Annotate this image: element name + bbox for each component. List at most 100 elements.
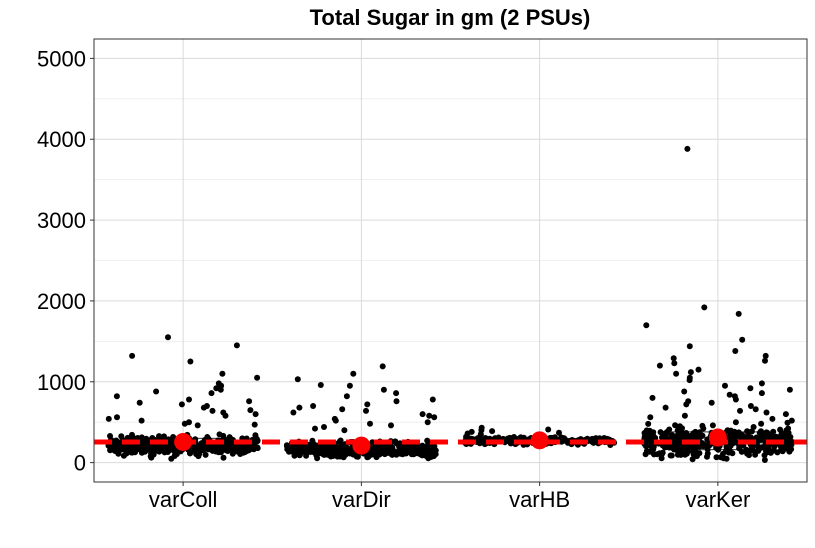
data-point [344, 449, 351, 456]
data-point [152, 445, 159, 451]
data-point [253, 435, 260, 442]
data-point [415, 444, 422, 451]
data-point [162, 447, 168, 453]
outlier-point [750, 424, 757, 430]
data-point [317, 447, 324, 454]
data-point [731, 432, 738, 439]
data-point [713, 454, 720, 461]
data-point [328, 443, 335, 450]
data-point [479, 437, 486, 443]
data-point [560, 435, 567, 442]
outlier-point [209, 407, 216, 414]
data-point [113, 447, 120, 454]
data-point [495, 434, 502, 441]
data-point [167, 437, 174, 444]
outlier-point [684, 145, 691, 152]
outlier-point [708, 399, 715, 406]
outlier-point [388, 422, 394, 429]
points-layer [105, 145, 795, 463]
data-point [201, 440, 208, 447]
data-point [220, 454, 227, 461]
data-point [589, 437, 596, 444]
data-point [194, 444, 201, 451]
data-point [781, 445, 788, 452]
data-point [118, 446, 125, 453]
data-point [659, 449, 666, 456]
data-point [762, 443, 769, 450]
outlier-point [545, 426, 552, 433]
data-point [187, 450, 194, 457]
data-point [202, 451, 209, 458]
data-point [744, 450, 751, 457]
outlier-point [477, 431, 484, 438]
outlier-point [556, 429, 562, 436]
data-point [704, 450, 711, 457]
mean-marker-varKer [708, 428, 727, 447]
data-point [786, 448, 793, 455]
data-point [299, 447, 305, 454]
outlier-point [735, 310, 742, 317]
outlier-point [739, 336, 746, 343]
data-point [699, 422, 706, 429]
data-point [778, 430, 785, 437]
outlier-point [367, 420, 373, 427]
y-tick-label: 3000 [37, 208, 86, 233]
data-point [392, 438, 399, 445]
outlier-point [363, 407, 369, 414]
data-point [642, 451, 649, 458]
outlier-point [254, 374, 261, 381]
mean-marker-varHB [530, 431, 549, 450]
data-point [689, 434, 696, 441]
data-point [248, 445, 255, 452]
outlier-point [762, 352, 769, 359]
y-tick-label: 4000 [37, 127, 86, 152]
data-point [169, 443, 176, 450]
data-point [431, 443, 438, 450]
data-point [649, 437, 656, 444]
y-tick-label: 2000 [37, 289, 86, 314]
outlier-point [769, 415, 776, 422]
data-point [228, 446, 235, 453]
data-point [298, 443, 305, 450]
data-point [254, 445, 261, 452]
y-tick-label: 1000 [37, 370, 86, 395]
data-point [166, 447, 173, 454]
outlier-point [782, 411, 789, 418]
data-point [124, 434, 131, 441]
outlier-point [136, 399, 143, 406]
data-point [138, 449, 145, 456]
outlier-point [722, 382, 728, 389]
data-point [303, 452, 310, 459]
outlier-point [252, 411, 259, 418]
outlier-point [113, 393, 120, 400]
outlier-point [233, 342, 240, 349]
outlier-point [247, 407, 254, 414]
outlier-point [732, 348, 739, 354]
grid-layer [94, 39, 807, 482]
data-point [783, 427, 790, 434]
outlier-point [294, 376, 301, 383]
outlier-point [726, 391, 733, 398]
data-point [312, 443, 319, 450]
outlier-point [670, 355, 677, 362]
data-point [322, 446, 329, 453]
y-tick-label: 0 [74, 451, 86, 476]
outlier-point [643, 322, 650, 329]
data-point [646, 429, 653, 436]
data-point [744, 428, 751, 435]
outlier-point [296, 404, 303, 411]
data-point [748, 434, 754, 441]
outlier-point [686, 377, 693, 384]
outlier-point [656, 362, 663, 369]
outlier-point [346, 382, 353, 389]
outlier-point [431, 414, 438, 421]
plot-panel-border [93, 38, 808, 483]
outlier-point [732, 396, 739, 403]
data-point [645, 420, 652, 427]
data-point [508, 440, 515, 447]
outlier-point [246, 398, 253, 405]
outlier-point [419, 411, 426, 418]
outlier-point [752, 406, 759, 413]
outlier-point [213, 385, 220, 392]
